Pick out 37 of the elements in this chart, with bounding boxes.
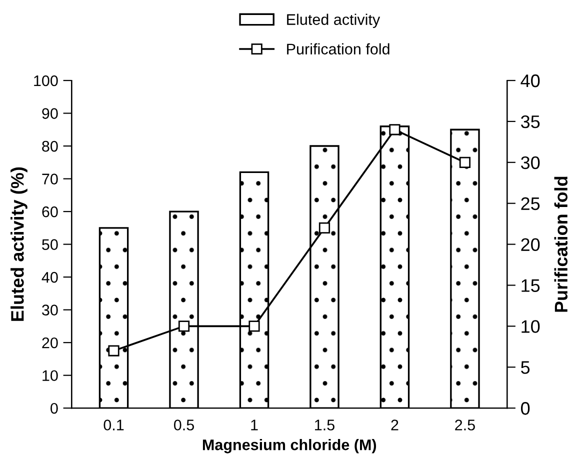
y2-tick-label: 20: [521, 238, 540, 252]
y-tick-label: 60: [42, 206, 58, 218]
y-tick-label: 80: [42, 140, 58, 152]
x-axis-title: Magnesium chloride (M): [202, 439, 376, 454]
x-tick-label: 0.1: [104, 420, 124, 430]
point: [318, 222, 330, 234]
y2-axis-title: Purification fold: [554, 176, 568, 312]
point: [178, 320, 190, 332]
x-tick-label: 0.5: [174, 420, 194, 430]
x-tick-label: 2.5: [455, 420, 475, 430]
point: [459, 156, 471, 168]
y-tick-label: 100: [34, 75, 58, 86]
x-tick-label: 2: [391, 420, 398, 430]
y2-tick-label: 15: [522, 279, 540, 292]
y-tick-label: 30: [42, 304, 58, 316]
y2-tick-label: 30: [520, 156, 540, 170]
point: [108, 345, 120, 356]
legend-label: Purification fold: [287, 43, 390, 54]
legend-label: Eluted activity: [287, 14, 380, 28]
point: [389, 124, 400, 136]
y-tick-label: 70: [42, 174, 58, 184]
y2-tick-label: 35: [520, 115, 540, 128]
y-tick-label: 90: [42, 108, 58, 119]
y2-tick-label: 25: [521, 197, 540, 210]
y-tick-label: 10: [42, 370, 58, 382]
y-axis-title: Eluted activity (%): [10, 167, 28, 321]
x-tick-label: 1.5: [315, 420, 334, 430]
y2-tick-label: 10: [522, 320, 540, 333]
y-tick-label: 50: [42, 239, 58, 250]
y2-tick-label: 0: [521, 402, 530, 415]
y-tick-label: 40: [42, 272, 58, 283]
x-tick-label: 1: [251, 420, 258, 430]
y-tick-label: 0: [50, 402, 58, 414]
y2-tick-label: 40: [520, 74, 540, 88]
y-tick-label: 20: [42, 337, 58, 348]
point: [248, 320, 260, 332]
y2-tick-label: 5: [521, 361, 530, 374]
